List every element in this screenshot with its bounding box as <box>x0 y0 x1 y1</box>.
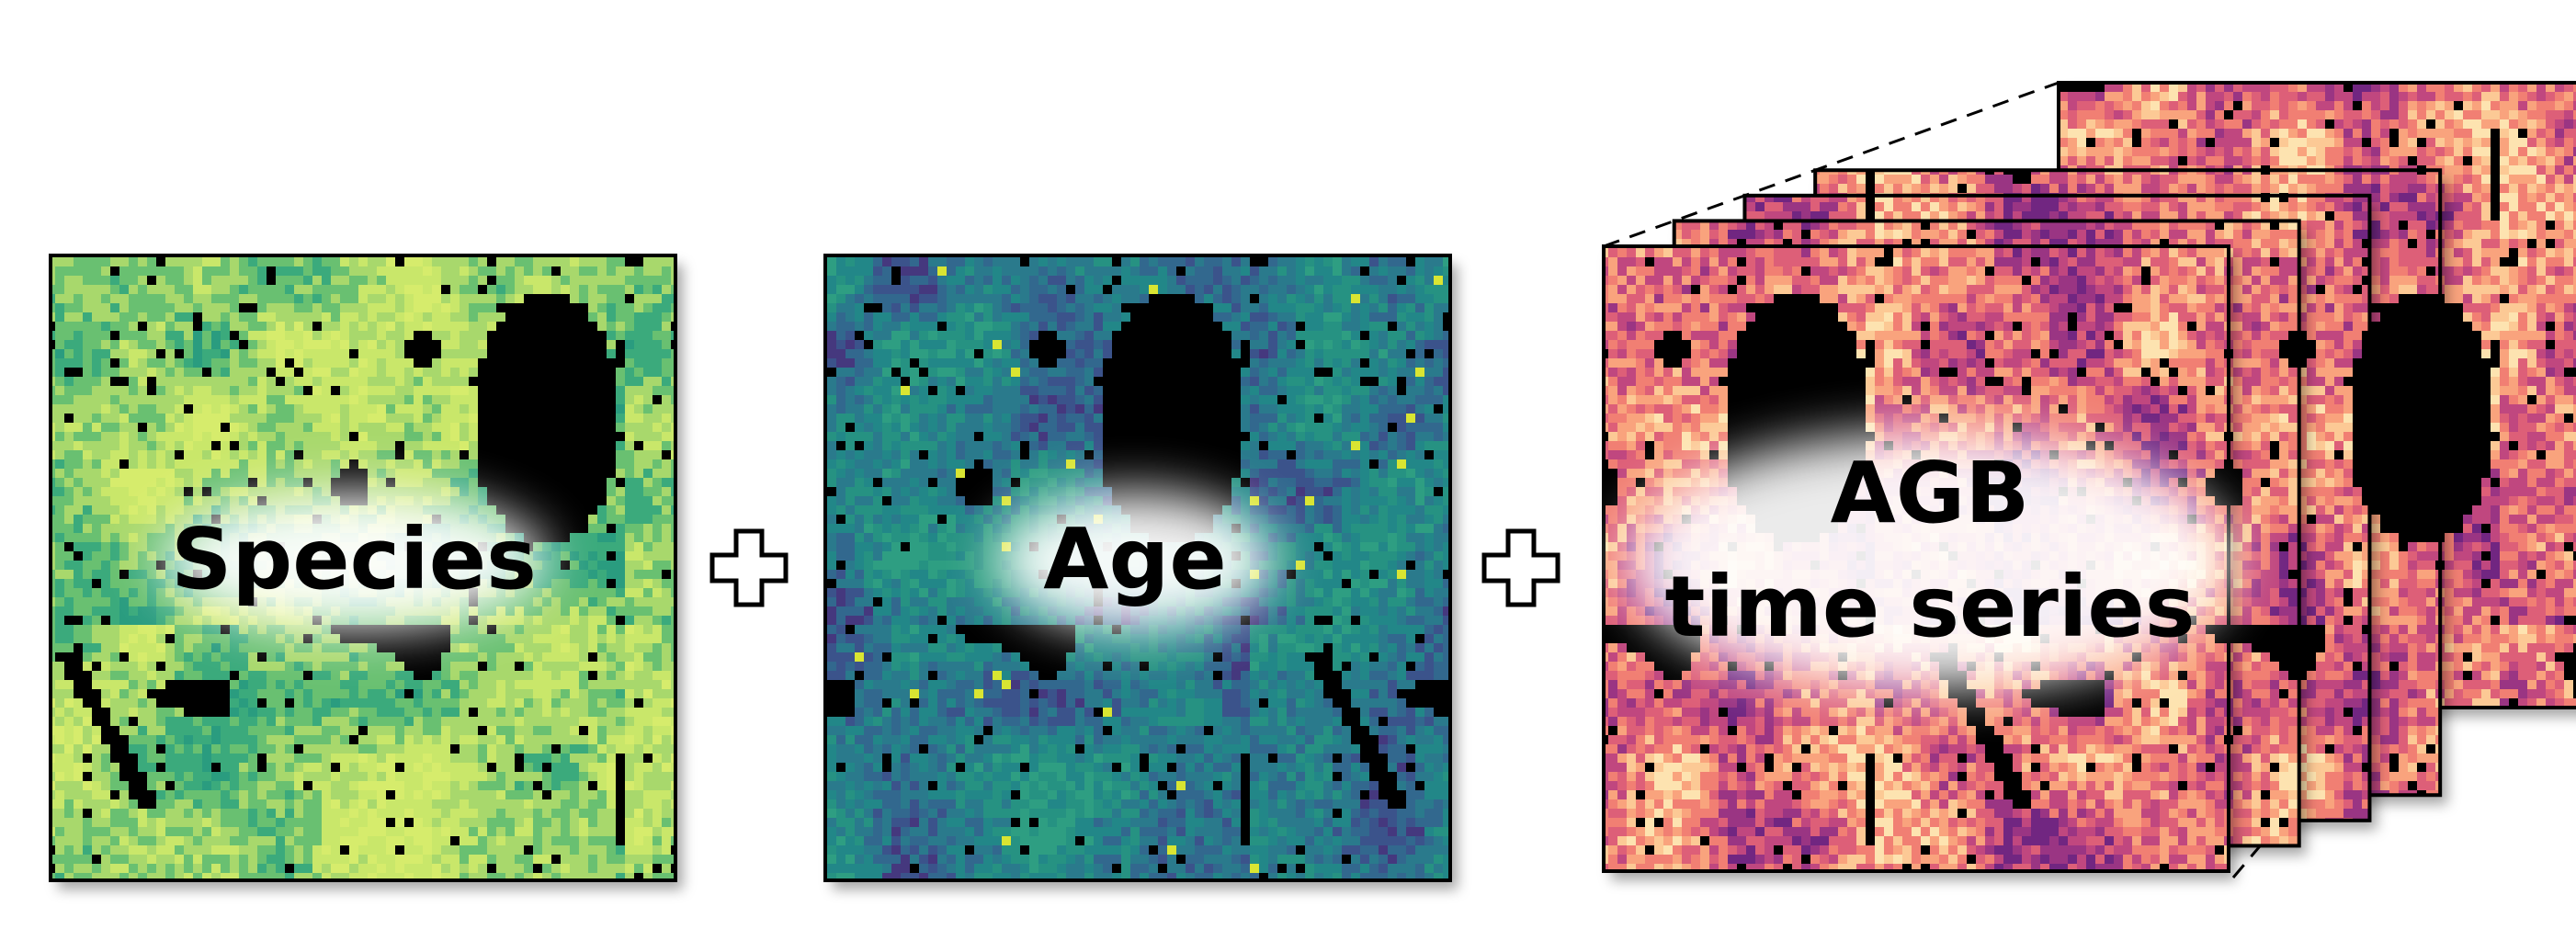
plus-operator-1 <box>709 528 789 607</box>
age-label-glow <box>997 492 1273 629</box>
agb-label-glow <box>1627 432 2233 689</box>
agb-layers <box>1602 81 2576 873</box>
species-label: Species <box>171 510 537 608</box>
agb-label-line-2: time series <box>1664 558 2195 656</box>
species-map-panel: Species <box>49 254 677 882</box>
species-label-glow <box>161 492 547 629</box>
age-map-border <box>823 254 1452 882</box>
plus-icon <box>709 528 789 607</box>
plus-icon <box>1481 528 1560 607</box>
plus-operator-2 <box>1481 528 1560 607</box>
agb-time-series-stack: AGB time series <box>1602 81 2576 878</box>
age-map-panel: Age <box>823 254 1452 882</box>
agb-label-line-1: AGB <box>1831 444 2030 542</box>
age-label: Age <box>1043 510 1226 608</box>
species-map-border <box>49 254 677 882</box>
